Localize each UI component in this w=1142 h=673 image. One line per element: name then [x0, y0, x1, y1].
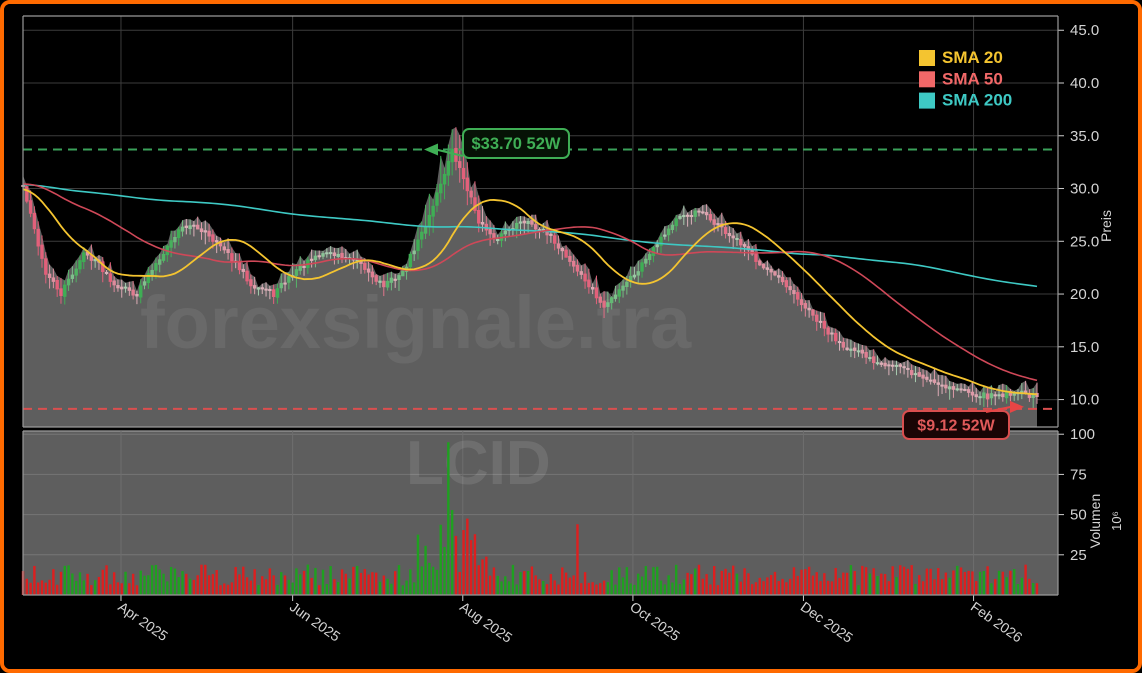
- svg-text:50: 50: [1070, 507, 1087, 524]
- svg-text:25: 25: [1070, 547, 1087, 564]
- svg-text:Volumen: Volumen: [1087, 494, 1103, 548]
- svg-text:35.0: 35.0: [1070, 128, 1099, 145]
- svg-text:25.0: 25.0: [1070, 233, 1099, 250]
- svg-text:forexsignale.tra: forexsignale.tra: [140, 281, 692, 364]
- svg-text:$33.70 52W: $33.70 52W: [472, 135, 561, 153]
- svg-text:SMA 20: SMA 20: [942, 48, 1003, 67]
- svg-text:LCID: LCID: [406, 429, 551, 498]
- svg-text:SMA 200: SMA 200: [942, 91, 1012, 110]
- svg-text:20.0: 20.0: [1070, 286, 1099, 303]
- svg-text:75: 75: [1070, 466, 1087, 483]
- svg-text:40.0: 40.0: [1070, 75, 1099, 92]
- svg-text:10.0: 10.0: [1070, 392, 1099, 409]
- svg-text:$9.12 52W: $9.12 52W: [917, 418, 995, 435]
- svg-text:100: 100: [1070, 426, 1095, 443]
- svg-text:15.0: 15.0: [1070, 339, 1099, 356]
- svg-text:10⁶: 10⁶: [1109, 511, 1124, 531]
- svg-text:45.0: 45.0: [1070, 22, 1099, 39]
- svg-text:SMA 50: SMA 50: [942, 69, 1003, 88]
- svg-text:30.0: 30.0: [1070, 181, 1099, 198]
- svg-text:Preis: Preis: [1098, 210, 1114, 242]
